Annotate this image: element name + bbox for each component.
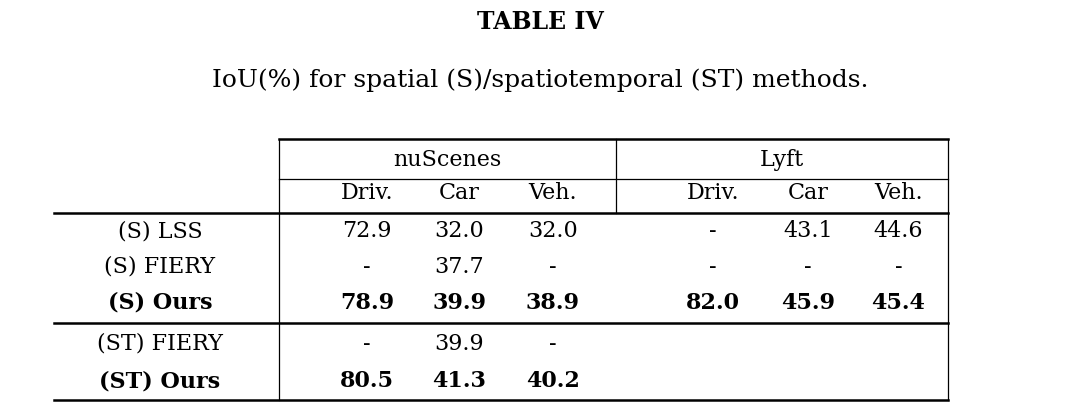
Text: 41.3: 41.3 xyxy=(432,370,486,392)
Text: 43.1: 43.1 xyxy=(783,220,833,242)
Text: Driv.: Driv. xyxy=(687,182,739,204)
Text: 38.9: 38.9 xyxy=(526,292,580,314)
Text: 32.0: 32.0 xyxy=(528,220,578,242)
Text: nuScenes: nuScenes xyxy=(393,149,501,171)
Text: 45.4: 45.4 xyxy=(872,292,926,314)
Text: TABLE IV: TABLE IV xyxy=(476,11,604,34)
Text: Driv.: Driv. xyxy=(341,182,393,204)
Text: 40.2: 40.2 xyxy=(526,370,580,392)
Text: -: - xyxy=(708,256,717,278)
Text: (S) FIERY: (S) FIERY xyxy=(105,256,215,278)
Text: Car: Car xyxy=(787,182,828,204)
Text: (ST) Ours: (ST) Ours xyxy=(99,370,220,392)
Text: 44.6: 44.6 xyxy=(874,220,923,242)
Text: Veh.: Veh. xyxy=(874,182,923,204)
Text: -: - xyxy=(708,220,717,242)
Text: Car: Car xyxy=(438,182,480,204)
Text: 37.7: 37.7 xyxy=(434,256,484,278)
Text: -: - xyxy=(549,256,557,278)
Text: 82.0: 82.0 xyxy=(686,292,740,314)
Text: -: - xyxy=(894,256,903,278)
Text: 80.5: 80.5 xyxy=(340,370,394,392)
Text: -: - xyxy=(549,333,557,355)
Text: IoU(%) for spatial (S)/spatiotemporal (ST) methods.: IoU(%) for spatial (S)/spatiotemporal (S… xyxy=(212,68,868,92)
Text: 78.9: 78.9 xyxy=(340,292,394,314)
Text: 72.9: 72.9 xyxy=(342,220,392,242)
Text: 45.9: 45.9 xyxy=(781,292,835,314)
Text: (S) LSS: (S) LSS xyxy=(118,220,202,242)
Text: Veh.: Veh. xyxy=(528,182,578,204)
Text: -: - xyxy=(804,256,812,278)
Text: 32.0: 32.0 xyxy=(434,220,484,242)
Text: -: - xyxy=(363,256,372,278)
Text: 39.9: 39.9 xyxy=(434,333,484,355)
Text: 39.9: 39.9 xyxy=(432,292,486,314)
Text: -: - xyxy=(363,333,372,355)
Text: (S) Ours: (S) Ours xyxy=(108,292,212,314)
Text: Lyft: Lyft xyxy=(760,149,804,171)
Text: (ST) FIERY: (ST) FIERY xyxy=(97,333,222,355)
